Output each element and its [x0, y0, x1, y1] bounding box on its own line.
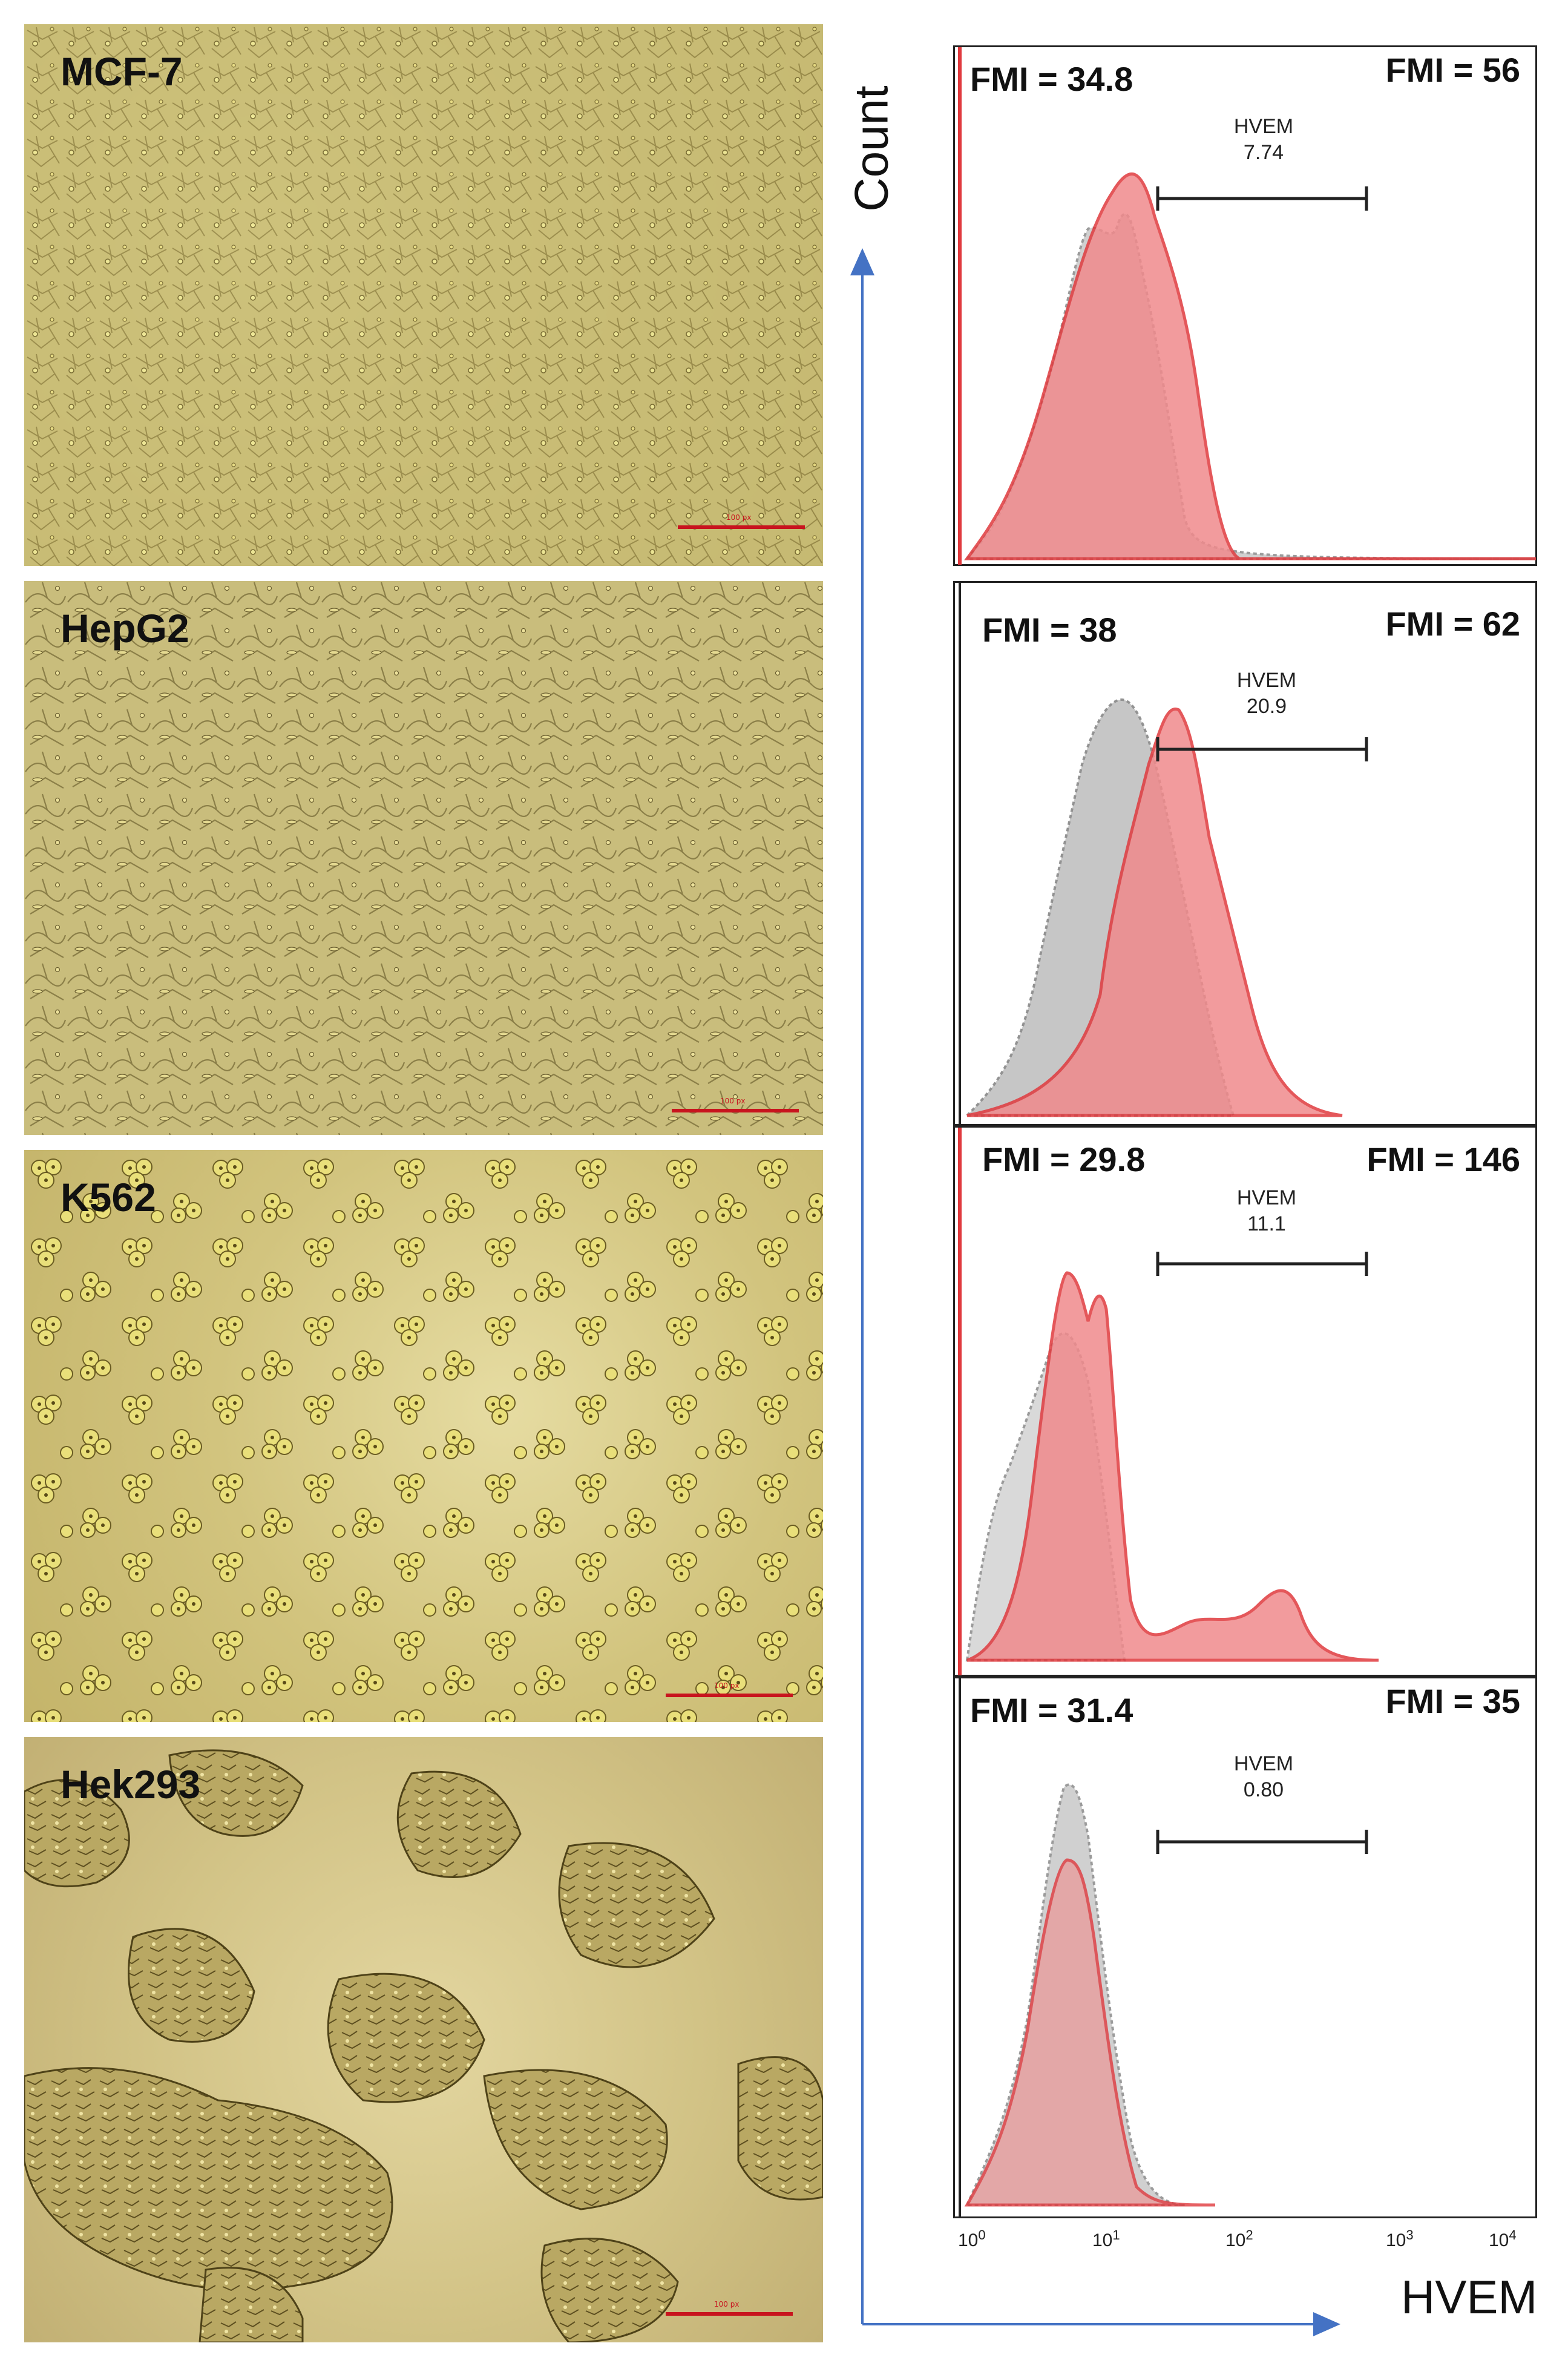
gate-value: 20.9 — [1246, 694, 1287, 718]
cell-line-label: HepG2 — [61, 606, 189, 651]
gate-label: HVEM 0.80 — [1221, 1751, 1306, 1802]
cell-texture — [24, 581, 823, 1135]
scale-bar-text: 100 px — [714, 1681, 740, 1690]
histogram-plot — [958, 47, 1536, 565]
fmi-control: FMI = 29.8 — [982, 1140, 1146, 1178]
cell-line-label: MCF-7 — [61, 49, 183, 94]
gate-label: HVEM 11.1 — [1224, 1185, 1309, 1237]
x-axis-arrowhead — [1313, 2312, 1340, 2336]
gate-name: HVEM — [1236, 1186, 1297, 1209]
scale-bar — [678, 525, 805, 529]
x-tick-label: 103 — [1386, 2227, 1414, 2250]
fmi-sample: FMI = 56 — [1385, 51, 1520, 89]
y-axis-title: Count — [844, 85, 898, 212]
scale-bar-text: 100 px — [726, 513, 752, 522]
histogram-panel-hepg2: FMI = 38 FMI = 62 HVEM 20.9 — [953, 581, 1537, 1126]
histogram-plot — [959, 583, 1368, 1125]
sample-histogram — [964, 1858, 1216, 2207]
fmi-sample: FMI = 62 — [1385, 605, 1520, 643]
gate-name: HVEM — [1233, 1752, 1294, 1775]
histogram-plot — [959, 1678, 1368, 2217]
gate — [1156, 1830, 1368, 1854]
gate — [1156, 737, 1368, 761]
x-tick-label: 100 — [958, 2227, 986, 2250]
scale-bar-text: 100 px — [720, 1097, 746, 1105]
micrograph-hepg2: HepG2 100 px — [24, 581, 823, 1135]
gate-label: HVEM 20.9 — [1224, 668, 1309, 719]
x-axis-title: HVEM — [1401, 2270, 1538, 2324]
x-tick-label: 101 — [1092, 2227, 1120, 2250]
cell-line-label: Hek293 — [61, 1762, 201, 1807]
histogram-panel-hek293: FMI = 31.4 FMI = 35 HVEM 0.80 — [953, 1677, 1537, 2218]
fmi-control: FMI = 34.8 — [970, 60, 1133, 98]
gate — [1156, 186, 1368, 211]
micrograph-hek293: Hek293 100 px — [24, 1737, 823, 2342]
y-axis-arrowhead — [850, 248, 874, 275]
scale-bar — [666, 1694, 793, 1697]
gate-name: HVEM — [1233, 115, 1294, 138]
scale-bar — [672, 1109, 799, 1112]
cell-texture — [24, 1150, 823, 1722]
fmi-sample: FMI = 35 — [1385, 1682, 1520, 1720]
fmi-control: FMI = 31.4 — [970, 1691, 1133, 1729]
cell-line-label: K562 — [61, 1175, 156, 1220]
cell-texture — [24, 24, 823, 566]
gate-value: 0.80 — [1243, 1778, 1284, 1801]
x-tick-label: 102 — [1225, 2227, 1253, 2250]
micrograph-mcf7: MCF-7 100 px — [24, 24, 823, 566]
histogram-panel-mcf7: FMI = 34.8 FMI = 56 HVEM 7.74 — [953, 45, 1537, 566]
cell-clusters — [24, 1749, 823, 2342]
histogram-plot — [958, 1128, 1379, 1675]
gate-value: 11.1 — [1247, 1212, 1286, 1235]
sample-histogram — [966, 1271, 1379, 1662]
x-tick-label: 104 — [1489, 2227, 1517, 2250]
gate — [1156, 1252, 1368, 1276]
scale-bar — [666, 2312, 793, 2316]
histogram-panel-k562: FMI = 29.8 FMI = 146 HVEM 11.1 — [953, 1126, 1537, 1677]
sample-histogram — [966, 708, 1343, 1117]
fmi-sample: FMI = 146 — [1366, 1140, 1520, 1178]
fmi-control: FMI = 38 — [982, 611, 1117, 649]
gate-name: HVEM — [1236, 669, 1297, 692]
micrograph-k562: K562 100 px — [24, 1150, 823, 1722]
gate-value: 7.74 — [1243, 140, 1284, 164]
scale-bar-text: 100 px — [714, 2300, 740, 2308]
sample-histogram — [964, 172, 1536, 560]
gate-label: HVEM 7.74 — [1221, 114, 1306, 165]
